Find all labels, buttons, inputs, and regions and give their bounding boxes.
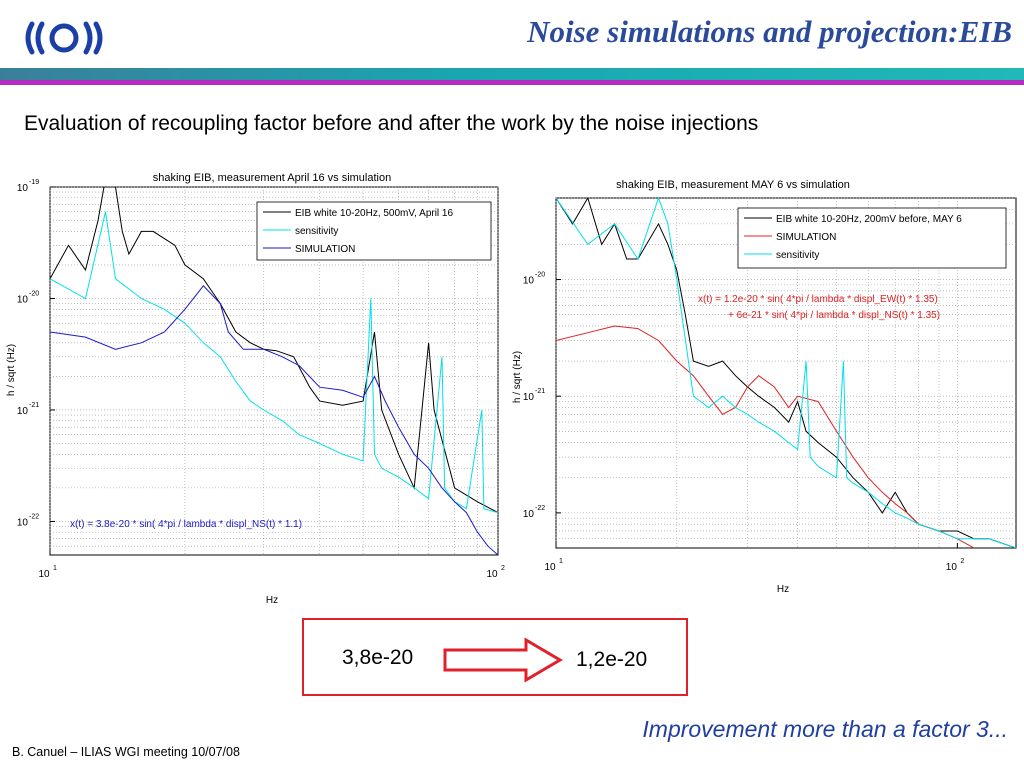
x-tick-label: 10 xyxy=(946,562,958,573)
y-tick-exponent: -21 xyxy=(29,402,39,409)
legend-label: sensitivity xyxy=(295,226,338,237)
x-axis-label: Hz xyxy=(266,595,278,606)
footer-text: B. Canuel – ILIAS WGI meeting 10/07/08 xyxy=(12,745,240,759)
x-tick-exponent: 1 xyxy=(53,565,57,572)
x-tick-label: 10 xyxy=(38,569,50,580)
x-gridlines xyxy=(555,198,958,548)
x-tick-exponent: 2 xyxy=(501,565,505,572)
series-line xyxy=(556,325,975,548)
legend-label: SIMULATION xyxy=(295,244,355,255)
series-line xyxy=(50,211,498,514)
series-group xyxy=(50,187,498,555)
header-band xyxy=(0,68,1024,80)
series-line xyxy=(50,285,498,555)
chart-annotation: x(t) = 3.8e-20 * sin( 4*pi / lambda * di… xyxy=(70,519,302,530)
x-axis-label: Hz xyxy=(777,584,789,595)
y-tick-label: 10 xyxy=(17,294,29,305)
conclusion-text: Improvement more than a factor 3... xyxy=(642,716,1008,742)
x-tick-label: 10 xyxy=(544,562,556,573)
result-before: 3,8e-20 xyxy=(342,646,414,669)
y-tick-label: 10 xyxy=(523,392,535,403)
logo-icon xyxy=(25,21,103,55)
legend-label: SIMULATION xyxy=(776,232,836,243)
y-tick-label: 10 xyxy=(523,276,535,287)
legend-box xyxy=(737,207,1007,269)
y-tick-exponent: -21 xyxy=(535,388,545,395)
series-group xyxy=(556,198,1016,548)
x-tick-label: 10 xyxy=(486,569,498,580)
x-tick-exponent: 1 xyxy=(559,558,563,565)
chart-annotation-line: + 6e-21 * sin( 4*pi / lambda * displ_NS(… xyxy=(728,310,940,321)
result-after: 1,2e-20 xyxy=(576,648,648,671)
header-band-accent xyxy=(0,80,1024,85)
y-axis-label: h / sqrt (Hz) xyxy=(512,351,523,403)
y-axis-label: h / sqrt (Hz) xyxy=(6,344,17,396)
page-title: Noise simulations and projection:EIB xyxy=(527,14,1012,49)
y-tick-label: 10 xyxy=(523,509,535,520)
y-tick-label: 10 xyxy=(17,183,29,194)
arrow-right-icon xyxy=(443,637,563,683)
x-tick-exponent: 2 xyxy=(960,558,964,565)
result-box xyxy=(302,618,688,696)
y-tick-exponent: -20 xyxy=(535,272,545,279)
y-tick-exponent: -19 xyxy=(29,179,39,186)
slide-subtitle: Evaluation of recoupling factor before a… xyxy=(24,112,759,135)
series-line xyxy=(556,198,1016,548)
series-line xyxy=(50,187,498,514)
legend-label: EIB white 10-20Hz, 500mV, April 16 xyxy=(295,208,453,219)
y-tick-exponent: -22 xyxy=(535,505,545,512)
y-tick-label: 10 xyxy=(17,517,29,528)
y-tick-label: 10 xyxy=(17,406,29,417)
chart-annotation-line: x(t) = 1.2e-20 * sin( 4*pi / lambda * di… xyxy=(698,294,938,305)
y-tick-exponent: -22 xyxy=(29,513,39,520)
legend-label: sensitivity xyxy=(776,250,819,261)
legend-label: EIB white 10-20Hz, 200mV before, MAY 6 xyxy=(776,214,962,225)
legend-box xyxy=(256,201,492,261)
y-tick-exponent: -20 xyxy=(29,290,39,297)
chart-title: shaking EIB, measurement April 16 vs sim… xyxy=(153,172,391,184)
chart-title: shaking EIB, measurement MAY 6 vs simula… xyxy=(616,179,850,191)
